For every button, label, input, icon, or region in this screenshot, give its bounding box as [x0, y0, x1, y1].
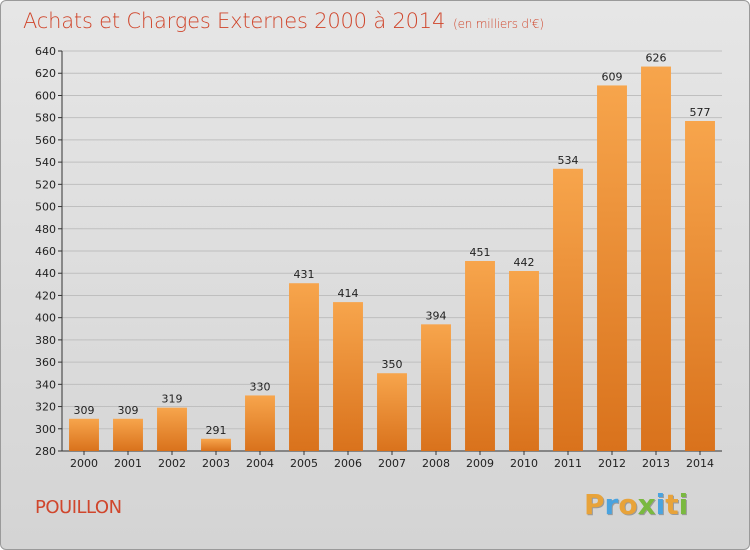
bars	[69, 66, 715, 452]
y-tick-label: 340	[35, 378, 56, 391]
x-tick-label-2005: 2005	[290, 457, 318, 470]
bar-2004	[245, 395, 275, 451]
logo-letter: o	[618, 488, 638, 521]
data-label-2009: 451	[470, 246, 491, 259]
bar-2011	[553, 168, 583, 451]
bar-2009	[465, 261, 495, 451]
y-tick-label: 400	[35, 312, 56, 325]
data-label-2003: 291	[206, 424, 227, 437]
data-label-2004: 330	[250, 380, 271, 393]
x-tick-label-2014: 2014	[686, 457, 714, 470]
bar-2006	[333, 302, 363, 451]
proxiti-logo[interactable]: Proxiti	[584, 488, 688, 521]
x-tick-label-2006: 2006	[334, 457, 362, 470]
x-tick-label-2008: 2008	[422, 457, 450, 470]
chart-title: Achats et Charges Externes 2000 à 2014 (e…	[23, 9, 544, 33]
data-labels: 309 309 319 291 330 431 414 350 394 451 442 534 609 6…	[74, 52, 711, 437]
y-tick-label: 640	[35, 45, 56, 58]
bar-2012	[597, 85, 627, 451]
data-label-2005: 431	[294, 268, 315, 281]
data-label-2002: 319	[162, 393, 183, 406]
x-tick-label-2012: 2012	[598, 457, 626, 470]
x-tick-label-2011: 2011	[554, 457, 582, 470]
y-tick-label: 600	[35, 89, 56, 102]
data-label-2013: 626	[646, 52, 667, 65]
x-tick-label-2013: 2013	[642, 457, 670, 470]
logo-letter: x	[637, 488, 656, 521]
bar-2010	[509, 271, 539, 451]
y-tick-label: 380	[35, 334, 56, 347]
logo-letter: i	[678, 488, 689, 521]
data-label-2006: 414	[338, 287, 359, 300]
y-tick-label: 520	[35, 178, 56, 191]
data-label-2012: 609	[602, 70, 623, 83]
x-tick-label-2009: 2009	[466, 457, 494, 470]
y-tick-label: 420	[35, 289, 56, 302]
bar-2001	[113, 418, 143, 451]
x-tick-label-2003: 2003	[202, 457, 230, 470]
bar-2007	[377, 373, 407, 451]
y-tick-label: 580	[35, 112, 56, 125]
x-tick-label-2007: 2007	[378, 457, 406, 470]
logo-letter: t	[665, 488, 679, 521]
bar-2003	[201, 438, 231, 451]
logo-letter: r	[604, 488, 619, 521]
bar-2002	[157, 407, 187, 451]
bar-2005	[289, 283, 319, 451]
data-label-2014: 577	[690, 106, 711, 119]
bar-2014	[685, 121, 715, 451]
y-tick-label: 480	[35, 223, 56, 236]
y-tick-label: 280	[35, 445, 56, 458]
logo-letter: P	[584, 488, 605, 521]
data-label-2011: 534	[558, 154, 579, 167]
axes: 280 300 320 340 360 380 400 420 440 460 480 500 520 5…	[35, 45, 722, 470]
data-label-2008: 394	[426, 309, 447, 322]
data-label-2007: 350	[382, 358, 403, 371]
y-tick-label: 560	[35, 134, 56, 147]
y-tick-label: 620	[35, 67, 56, 80]
bar-2000	[69, 418, 99, 451]
data-label-2010: 442	[514, 256, 535, 269]
y-tick-label: 540	[35, 156, 56, 169]
x-tick-label-2002: 2002	[158, 457, 186, 470]
data-label-2000: 309	[74, 404, 95, 417]
y-tick-label: 300	[35, 423, 56, 436]
bar-2013	[641, 66, 671, 452]
data-label-2001: 309	[118, 404, 139, 417]
y-tick-label: 320	[35, 401, 56, 414]
x-tick-label-2001: 2001	[114, 457, 142, 470]
logo-letter: i	[655, 488, 666, 521]
y-tick-label: 360	[35, 356, 56, 369]
chart-title-text: Achats et Charges Externes 2000 à 2014	[23, 9, 446, 33]
x-tick-label-2000: 2000	[70, 457, 98, 470]
y-tick-label: 440	[35, 267, 56, 280]
place-name: POUILLON	[35, 497, 122, 518]
chart-subtitle: (en milliers d'€)	[453, 17, 544, 31]
y-tick-label: 460	[35, 245, 56, 258]
x-tick-label-2010: 2010	[510, 457, 538, 470]
bar-2008	[421, 324, 451, 451]
x-tick-label-2004: 2004	[246, 457, 274, 470]
y-tick-label: 500	[35, 201, 56, 214]
